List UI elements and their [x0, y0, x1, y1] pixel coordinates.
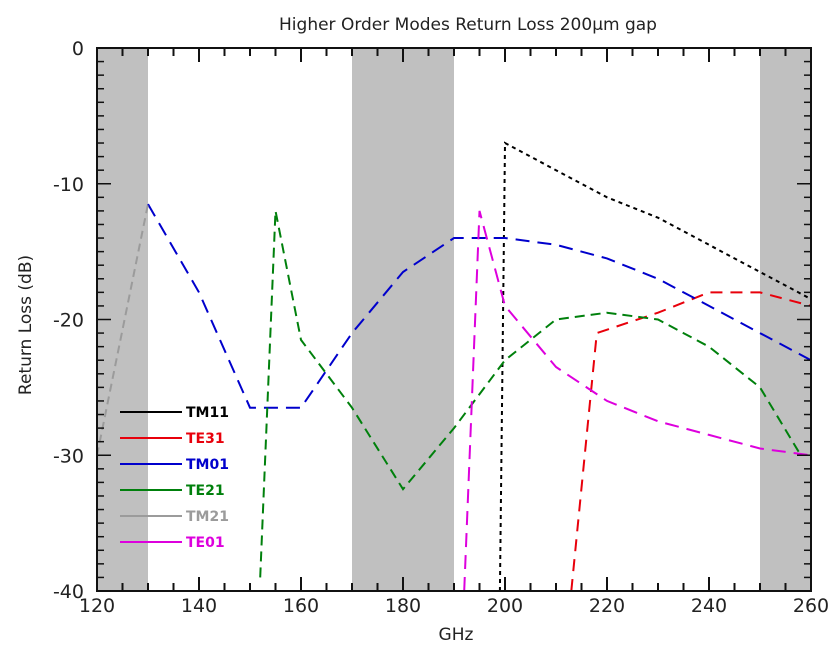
x-tick-label: 160	[283, 595, 319, 617]
x-axis-label: GHz	[439, 625, 474, 645]
y-tick-label: -40	[53, 581, 84, 603]
legend-label: TM21	[186, 509, 229, 525]
series-line-te31	[570, 291, 812, 592]
legend-label: TM01	[186, 457, 229, 473]
series-line-te21	[259, 210, 802, 578]
series-line-tm21	[96, 203, 149, 456]
series-layer	[96, 141, 812, 592]
x-tick-label: 120	[79, 595, 115, 617]
x-tick-labels: 120 140 160 180 200 220 240 260	[79, 595, 829, 617]
y-tick-label: 0	[72, 38, 84, 60]
legend: TM11 TE31 TM01 TE21 TM21 TE01	[120, 405, 229, 551]
y-tick-label: -20	[53, 310, 84, 332]
x-tick-label: 240	[691, 595, 727, 617]
axis-ticks	[96, 47, 812, 592]
y-axis-label: Return Loss (dB)	[16, 255, 36, 395]
legend-label: TE21	[186, 483, 225, 499]
x-tick-label: 180	[385, 595, 421, 617]
y-tick-label: -30	[53, 445, 84, 467]
legend-label: TE01	[186, 535, 225, 551]
y-tick-label: -10	[53, 174, 84, 196]
shaded-band-1	[352, 48, 454, 591]
x-tick-label: 260	[793, 595, 829, 617]
x-tick-label: 220	[589, 595, 625, 617]
x-tick-label: 200	[487, 595, 523, 617]
x-tick-label: 140	[181, 595, 217, 617]
series-line-te01	[463, 210, 812, 592]
series-line-tm01	[147, 203, 812, 409]
legend-label: TE31	[186, 431, 225, 447]
series-line-tm11	[498, 141, 812, 592]
y-tick-labels: 0 -10 -20 -30 -40	[53, 38, 84, 603]
chart-title: Higher Order Modes Return Loss 200µm gap	[279, 15, 657, 35]
legend-label: TM11	[186, 405, 229, 421]
